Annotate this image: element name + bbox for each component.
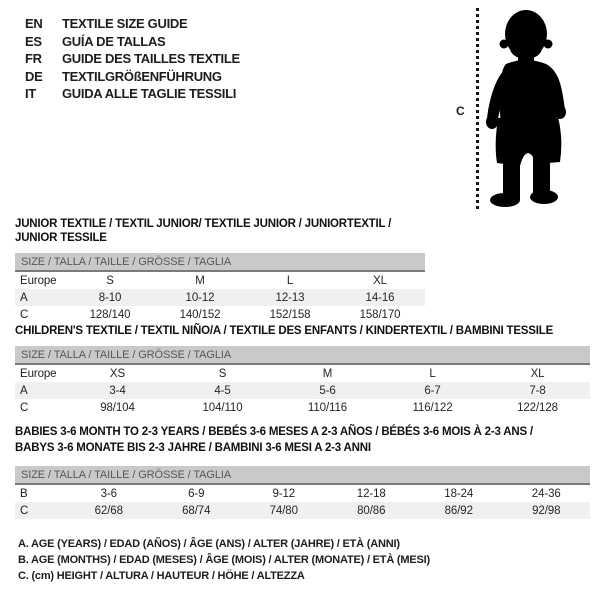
table-row: A 3-4 4-5 5-6 6-7 7-8 [15, 382, 590, 399]
language-code: EN [25, 16, 43, 31]
size-cell: 18-24 [444, 487, 474, 500]
table-row: C 98/104 104/110 110/116 116/122 122/128 [15, 399, 590, 416]
size-cell: 92/98 [532, 504, 561, 517]
row-label: Europe [20, 274, 57, 287]
row-label: Europe [20, 367, 57, 380]
language-title: TEXTILGRÖßENFÜHRUNG [62, 68, 222, 84]
size-cell: 12-13 [275, 291, 305, 304]
size-cell: 98/104 [100, 401, 135, 414]
table-row: B 3-6 6-9 9-12 12-18 18-24 24-36 [15, 484, 590, 502]
legend-notes: A. AGE (YEARS) / EDAD (AÑOS) / ÂGE (ANS)… [18, 536, 430, 584]
language-list: EN TEXTILE SIZE GUIDE ES GUÍA DE TALLAS … [25, 15, 240, 103]
size-cell: 5-6 [319, 384, 336, 397]
size-cell: 62/68 [94, 504, 123, 517]
size-cell: 3-4 [109, 384, 126, 397]
language-row: DE TEXTILGRÖßENFÜHRUNG [25, 68, 240, 86]
junior-size-table: SIZE / TALLA / TAILLE / GRÖSSE / TAGLIA … [15, 253, 425, 323]
junior-table-section: JUNIOR TEXTILE / TEXTIL JUNIOR/ TEXTILE … [15, 217, 425, 323]
babies-size-table: SIZE / TALLA / TAILLE / GRÖSSE / TAGLIA … [15, 466, 590, 519]
children-size-table: SIZE / TALLA / TAILLE / GRÖSSE / TAGLIA … [15, 346, 590, 416]
size-cell: M [322, 367, 333, 380]
language-code: ES [25, 33, 42, 49]
size-cell: 74/80 [269, 504, 298, 517]
children-table-section: CHILDREN'S TEXTILE / TEXTIL NIÑO/A / TEX… [15, 324, 590, 416]
row-label: C [20, 504, 29, 517]
size-cell: 68/74 [182, 504, 211, 517]
size-cell: S [106, 274, 114, 287]
size-cell: 116/122 [412, 401, 453, 414]
size-cell: 3-6 [100, 487, 117, 500]
size-cell: L [286, 274, 294, 287]
row-label: A [20, 384, 28, 397]
language-row: IT GUIDA ALLE TAGLIE TESSILI [25, 85, 240, 103]
size-cell: 80/86 [357, 504, 386, 517]
language-row: EN TEXTILE SIZE GUIDE [25, 15, 240, 33]
size-cell: 6-7 [424, 384, 441, 397]
size-cell: XL [373, 274, 387, 287]
size-header-bar: SIZE / TALLA / TAILLE / GRÖSSE / TAGLIA [15, 253, 425, 272]
language-row: FR GUIDE DES TAILLES TEXTILE [25, 50, 240, 68]
size-cell: 12-18 [356, 487, 386, 500]
table-row: Europe XS S M L XL [15, 364, 590, 382]
note-line: A. AGE (YEARS) / EDAD (AÑOS) / ÂGE (ANS)… [18, 538, 400, 550]
table-row: Europe S M L XL [15, 271, 425, 289]
table-row: A 8-10 10-12 12-13 14-16 [15, 289, 425, 306]
size-cell: 7-8 [529, 384, 546, 397]
size-cell: 9-12 [272, 487, 296, 500]
size-cell: 104/110 [202, 401, 243, 414]
size-cell: 8-10 [98, 291, 122, 304]
size-cell: 24-36 [531, 487, 561, 500]
language-code: IT [25, 86, 36, 101]
size-cell: XS [109, 367, 126, 380]
language-title: GUÍA DE TALLAS [62, 33, 166, 49]
size-header-bar: SIZE / TALLA / TAILLE / GRÖSSE / TAGLIA [15, 466, 590, 485]
table-title: CHILDREN'S TEXTILE / TEXTIL NIÑO/A / TEX… [15, 325, 554, 337]
size-cell: 6-9 [188, 487, 205, 500]
note-line: B. AGE (MONTHS) / EDAD (MESES) / ÂGE (MO… [18, 554, 430, 566]
size-cell: 140/152 [179, 308, 221, 321]
language-code: FR [25, 51, 42, 66]
height-measure-line [476, 8, 479, 209]
language-title: TEXTILE SIZE GUIDE [62, 16, 188, 31]
size-cell: 86/92 [444, 504, 473, 517]
babies-table-section: BABIES 3-6 MONTH TO 2-3 YEARS / BEBÉS 3-… [15, 424, 590, 519]
row-label: B [20, 487, 28, 500]
baby-silhouette-icon [486, 10, 566, 207]
table-title: JUNIOR TEXTILE / TEXTIL JUNIOR/ TEXTILE … [15, 218, 392, 244]
height-measure-label: C [456, 104, 465, 118]
size-cell: 10-12 [185, 291, 215, 304]
size-cell: 158/170 [359, 308, 401, 321]
size-cell: 152/158 [269, 308, 311, 321]
table-row: C 128/140 140/152 152/158 158/170 [15, 306, 425, 323]
size-cell: M [195, 274, 205, 287]
size-cell: 122/128 [517, 401, 558, 414]
table-title: BABIES 3-6 MONTH TO 2-3 YEARS / BEBÉS 3-… [15, 426, 533, 454]
language-code: DE [25, 68, 43, 84]
size-cell: S [218, 367, 227, 380]
table-row: C 62/68 68/74 74/80 80/86 86/92 92/98 [15, 502, 590, 519]
size-cell: XL [530, 367, 545, 380]
size-cell: 128/140 [89, 308, 131, 321]
row-label: C [20, 401, 29, 414]
note-line: C. (cm) HEIGHT / ALTURA / HAUTEUR / HÖHE… [18, 570, 305, 582]
row-label: C [20, 308, 29, 321]
size-cell: 14-16 [365, 291, 395, 304]
size-cell: L [429, 367, 436, 380]
size-cell: 110/116 [307, 401, 348, 414]
language-title: GUIDA ALLE TAGLIE TESSILI [62, 86, 237, 101]
language-title: GUIDE DES TAILLES TEXTILE [62, 51, 240, 66]
size-header-bar: SIZE / TALLA / TAILLE / GRÖSSE / TAGLIA [15, 346, 590, 365]
size-cell: 4-5 [214, 384, 231, 397]
row-label: A [20, 291, 28, 304]
language-row: ES GUÍA DE TALLAS [25, 33, 240, 51]
